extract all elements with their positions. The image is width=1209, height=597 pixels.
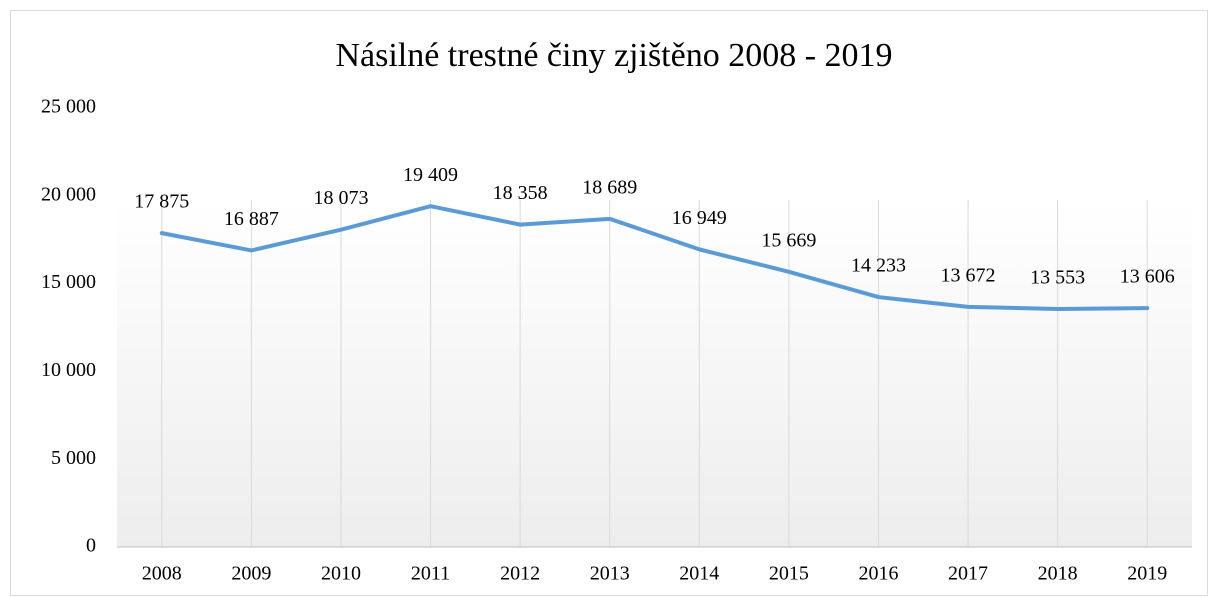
data-label: 16 887	[224, 208, 279, 230]
x-tick-label: 2019	[1127, 563, 1167, 585]
data-label: 15 669	[761, 229, 816, 251]
x-tick-label: 2014	[679, 563, 719, 585]
data-label: 17 875	[134, 191, 189, 213]
x-tick-label: 2010	[321, 563, 361, 585]
y-tick-label: 25 000	[41, 96, 96, 118]
data-label: 18 689	[582, 176, 637, 198]
y-tick-label: 5 000	[51, 447, 96, 469]
y-tick-label: 10 000	[41, 359, 96, 381]
data-line	[159, 204, 1150, 312]
y-tick-label: 0	[86, 535, 96, 557]
data-label: 13 606	[1120, 266, 1175, 288]
x-tick-label: 2016	[858, 563, 898, 585]
x-tick-label: 2011	[411, 563, 450, 585]
x-tick-label: 2009	[231, 563, 271, 585]
x-tick-label: 2015	[769, 563, 809, 585]
data-label: 19 409	[403, 164, 458, 186]
data-label: 14 233	[851, 255, 906, 277]
x-tick-label: 2018	[1038, 563, 1078, 585]
x-tick-label: 2017	[948, 563, 988, 585]
y-tick-label: 20 000	[41, 183, 96, 205]
data-label: 18 358	[493, 182, 548, 204]
data-label: 16 949	[672, 207, 727, 229]
data-label: 18 073	[313, 187, 368, 209]
x-tick-label: 2012	[500, 563, 540, 585]
data-label: 13 672	[941, 265, 996, 287]
data-label: 13 553	[1030, 267, 1085, 289]
y-tick-label: 15 000	[41, 271, 96, 293]
x-tick-label: 2013	[590, 563, 630, 585]
x-tick-label: 2008	[142, 563, 182, 585]
chart-title: Násilné trestné činy zjištěno 2008 - 201…	[335, 37, 892, 74]
plot-background	[117, 200, 1192, 547]
